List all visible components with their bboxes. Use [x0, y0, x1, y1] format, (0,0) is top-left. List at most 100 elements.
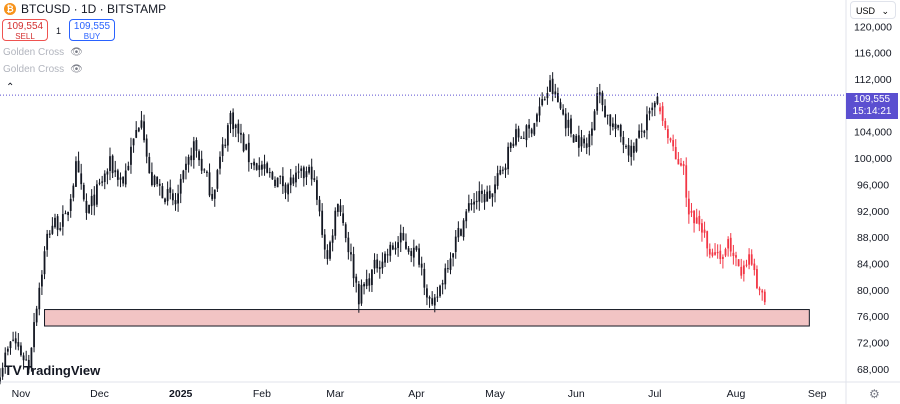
history-candle	[48, 233, 51, 235]
history-candle	[195, 140, 198, 151]
history-candle	[300, 168, 303, 171]
history-candle	[114, 170, 117, 173]
indicator-row[interactable]: Golden Cross 👁	[3, 47, 83, 58]
tradingview-logo[interactable]: TV TradingView	[4, 362, 100, 378]
history-candle	[130, 146, 132, 165]
chevron-up-icon[interactable]: ⌃	[6, 82, 15, 93]
x-tick-label: Dec	[90, 388, 109, 400]
history-candle	[596, 93, 599, 111]
history-candle	[38, 287, 41, 310]
tradingview-logo-icon: TV	[4, 362, 22, 378]
history-candle	[460, 229, 462, 236]
history-candle	[119, 177, 122, 180]
forecast-candle	[708, 248, 711, 255]
forecast-candle	[740, 266, 743, 276]
forecast-candle	[682, 164, 685, 167]
history-candle	[255, 163, 258, 170]
history-candle	[336, 203, 339, 212]
history-candle	[415, 246, 418, 250]
history-candle	[653, 102, 656, 108]
history-candle	[402, 233, 405, 241]
forecast-candle	[687, 198, 690, 215]
history-candle	[638, 130, 640, 138]
indicator-row[interactable]: Golden Cross 👁	[3, 64, 83, 75]
x-tick-label: Mar	[326, 388, 345, 400]
forecast-candle	[753, 263, 756, 271]
history-candle	[567, 119, 570, 128]
history-candle	[148, 156, 151, 174]
sell-button[interactable]: 109,554 SELL	[2, 19, 48, 41]
x-tick-label: Aug	[727, 388, 746, 400]
history-candle	[88, 204, 90, 213]
forecast-candle	[735, 255, 737, 258]
history-candle	[426, 288, 428, 298]
history-candle	[77, 160, 80, 173]
forecast-candle	[698, 215, 701, 225]
history-candle	[27, 359, 30, 370]
history-candle	[494, 184, 496, 194]
history-candle	[266, 163, 269, 173]
history-candle	[295, 172, 297, 183]
history-candle	[507, 146, 510, 170]
history-candle	[140, 120, 143, 128]
history-candle	[439, 285, 441, 297]
forecast-candle	[719, 250, 722, 260]
history-candle	[598, 92, 601, 95]
history-candle	[261, 164, 263, 170]
currency-select[interactable]: USD ⌄	[850, 1, 896, 19]
history-candle	[452, 253, 455, 258]
history-candle	[253, 161, 255, 166]
currency-label: USD	[856, 6, 876, 16]
history-candle	[72, 185, 75, 198]
history-candle	[515, 129, 517, 145]
history-candle	[258, 165, 261, 170]
history-candle	[82, 184, 85, 200]
history-candle	[465, 211, 468, 222]
history-candle	[177, 193, 180, 204]
history-candle	[627, 145, 630, 156]
bar-countdown: 15:14:21	[852, 106, 892, 117]
history-candle	[483, 193, 486, 203]
history-candle	[533, 123, 536, 135]
history-candle	[630, 145, 633, 157]
history-candle	[9, 341, 12, 349]
history-candle	[418, 248, 420, 265]
history-candle	[103, 173, 106, 182]
x-tick-label: Sep	[808, 388, 827, 400]
forecast-candle	[680, 163, 682, 166]
history-candle	[376, 259, 379, 269]
history-candle	[198, 151, 200, 161]
quantity-value[interactable]: 1	[56, 26, 62, 36]
history-candle	[292, 177, 295, 184]
x-tick-label: Nov	[12, 388, 31, 400]
support-zone	[44, 309, 810, 327]
eye-hidden-icon[interactable]: 👁	[70, 64, 83, 75]
forecast-candle	[666, 129, 669, 138]
history-candle	[577, 135, 580, 148]
history-candle	[164, 198, 166, 203]
history-candle	[51, 225, 54, 234]
history-candle	[284, 184, 287, 193]
eye-hidden-icon[interactable]: 👁	[70, 47, 83, 58]
history-candle	[6, 348, 9, 352]
history-candle	[538, 106, 541, 116]
symbol-header[interactable]: ₿ BTCUSD · 1D · BITSTAMP	[4, 2, 166, 16]
forecast-candle	[669, 138, 672, 141]
history-candle	[4, 352, 7, 368]
history-candle	[462, 220, 465, 238]
history-candle	[585, 143, 588, 148]
history-candle	[101, 181, 104, 183]
forecast-candle	[695, 217, 698, 224]
history-candle	[274, 179, 276, 186]
history-candle	[14, 338, 17, 344]
gear-icon[interactable]: ⚙	[869, 387, 880, 401]
history-candle	[525, 125, 528, 141]
history-candle	[35, 308, 38, 323]
buy-button[interactable]: 109,555 BUY	[69, 19, 115, 41]
history-candle	[556, 93, 559, 103]
history-candle	[0, 377, 1, 382]
forecast-candle	[659, 107, 661, 112]
history-candle	[313, 178, 316, 181]
forecast-candle	[690, 210, 693, 213]
